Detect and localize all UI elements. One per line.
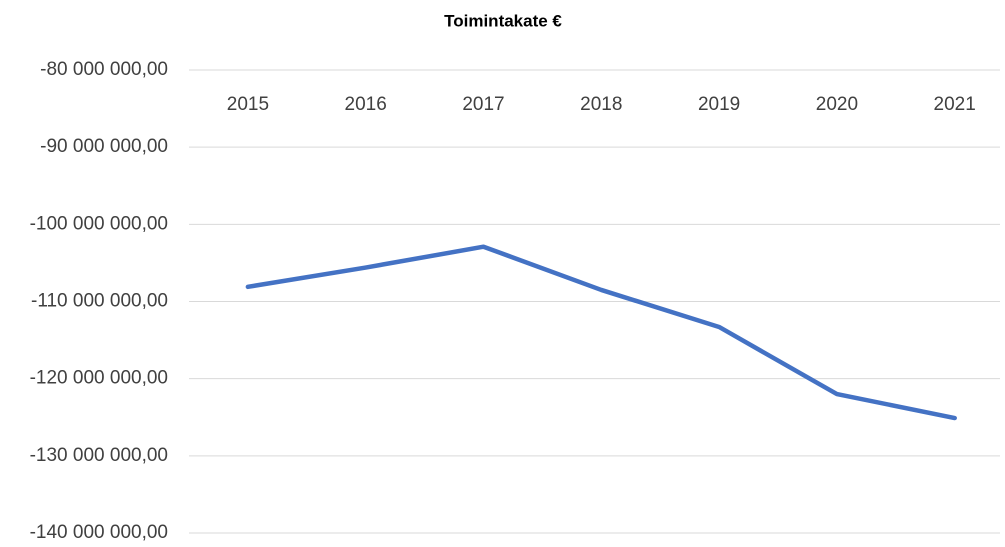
chart-title: Toimintakate €	[444, 11, 562, 30]
x-tick-label: 2020	[816, 94, 858, 115]
x-tick-label: 2018	[580, 94, 622, 115]
x-tick-label: 2017	[462, 94, 504, 115]
y-tick-label: -140 000 000,00	[30, 522, 168, 543]
x-tick-label: 2015	[227, 94, 269, 115]
y-tick-label: -110 000 000,00	[31, 291, 168, 312]
y-tick-label: -120 000 000,00	[30, 368, 168, 389]
y-tick-label: -100 000 000,00	[30, 213, 168, 234]
y-tick-label: -130 000 000,00	[30, 445, 168, 466]
line-series	[245, 244, 957, 421]
x-tick-label: 2019	[698, 94, 740, 115]
x-tick-label: 2021	[934, 94, 976, 115]
y-tick-label: -90 000 000,00	[40, 136, 168, 157]
y-tick-label: -80 000 000,00	[40, 59, 168, 80]
x-tick-label: 2016	[345, 94, 387, 115]
